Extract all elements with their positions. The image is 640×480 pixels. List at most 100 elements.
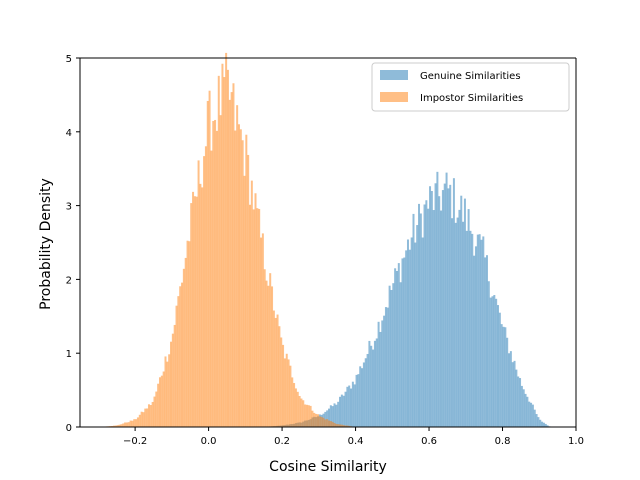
genuine-bar [541,421,544,427]
x-tick-label: 0.8 [495,436,511,447]
genuine-bar [546,425,549,427]
impostor-bar [305,404,308,427]
impostor-bar [313,412,316,427]
impostor-bar [269,273,272,427]
genuine-bar [359,366,362,427]
genuine-bar [366,353,369,427]
genuine-bar [524,393,527,427]
genuine-bar [397,263,400,427]
impostor-bar [182,268,185,427]
genuine-bar [328,408,330,427]
genuine-bar [515,369,518,427]
genuine-bar [324,411,327,427]
genuine-bar [395,270,398,427]
impostor-bar [254,193,257,427]
x-tick-label: 0.0 [201,436,217,447]
impostor-bar [125,422,128,427]
impostor-bar [300,398,303,427]
impostor-bar [129,420,132,427]
genuine-bar [410,237,413,427]
genuine-bar [456,217,459,427]
x-tick-label: 0.4 [348,436,364,447]
genuine-bar [331,406,334,427]
impostor-bar [166,361,169,427]
y-tick-label: 0 [66,423,72,434]
impostor-bar [195,196,198,427]
genuine-bar [539,419,542,427]
impostor-bar [282,344,285,427]
impostor-bar [206,100,209,427]
genuine-bar [333,403,336,427]
impostor-bar [208,90,211,428]
impostor-bar [147,404,150,427]
impostor-bar [160,375,163,427]
genuine-bar [517,376,520,427]
impostor-bar [135,419,138,427]
impostor-bar [133,419,136,427]
genuine-bar [405,250,408,427]
impostor-bar [256,208,259,427]
genuine-bar [506,337,509,427]
genuine-bar [436,171,439,427]
genuine-bar [458,209,461,427]
genuine-bar [504,327,507,427]
impostor-bar [274,317,277,427]
impostor-bar [326,419,329,427]
y-axis-ticks: 0 1 2 3 4 5 [66,54,80,434]
impostor-bar [142,412,145,427]
impostor-bar [302,400,305,427]
legend-label-genuine: Genuine Similarities [420,71,521,82]
impostor-bar [158,377,161,427]
impostor-bar [127,422,130,427]
genuine-bar [406,239,409,427]
impostor-bar [149,405,152,427]
genuine-bar [434,183,437,427]
impostor-bar [228,99,231,428]
genuine-bar [449,184,452,427]
impostor-bar [239,129,242,427]
genuine-bar [355,374,358,427]
impostor-bar [346,425,349,427]
impostor-bar [331,421,334,427]
impostor-bar [315,413,318,427]
genuine-bar [441,190,444,427]
impostor-bar [204,146,207,428]
genuine-bar [489,297,492,427]
genuine-bar [544,423,547,427]
impostor-bar [247,154,250,427]
impostor-bar [164,356,167,427]
genuine-bar [497,305,499,427]
impostor-bar [120,424,123,427]
genuine-bar [377,321,380,427]
genuine-bar [432,210,435,427]
impostor-bar [236,105,239,428]
x-axis-label: Cosine Similarity [269,459,387,475]
impostor-bar [342,425,345,427]
impostor-bar [153,396,156,427]
genuine-bar [403,257,406,427]
genuine-bar [353,384,356,427]
genuine-bar [500,324,503,427]
impostor-bar [276,314,279,427]
genuine-bar [535,414,538,427]
impostor-bar [289,365,292,427]
genuine-bar [533,409,536,427]
series-genuine-bars [263,171,551,427]
genuine-bar [379,331,382,427]
impostor-bar [263,269,266,427]
genuine-bar [487,281,490,427]
genuine-bar [427,208,430,427]
impostor-bar [265,280,268,427]
impostor-bar [298,395,301,427]
genuine-bar [342,395,345,427]
genuine-bar [401,258,404,427]
impostor-bar [212,120,215,428]
impostor-bar [320,416,323,427]
impostor-bar [316,414,319,427]
genuine-bar [443,183,446,427]
impostor-bar [199,183,202,427]
genuine-bar [344,391,347,427]
genuine-bar [329,405,332,427]
genuine-bar [335,404,338,427]
genuine-bar [451,218,454,427]
